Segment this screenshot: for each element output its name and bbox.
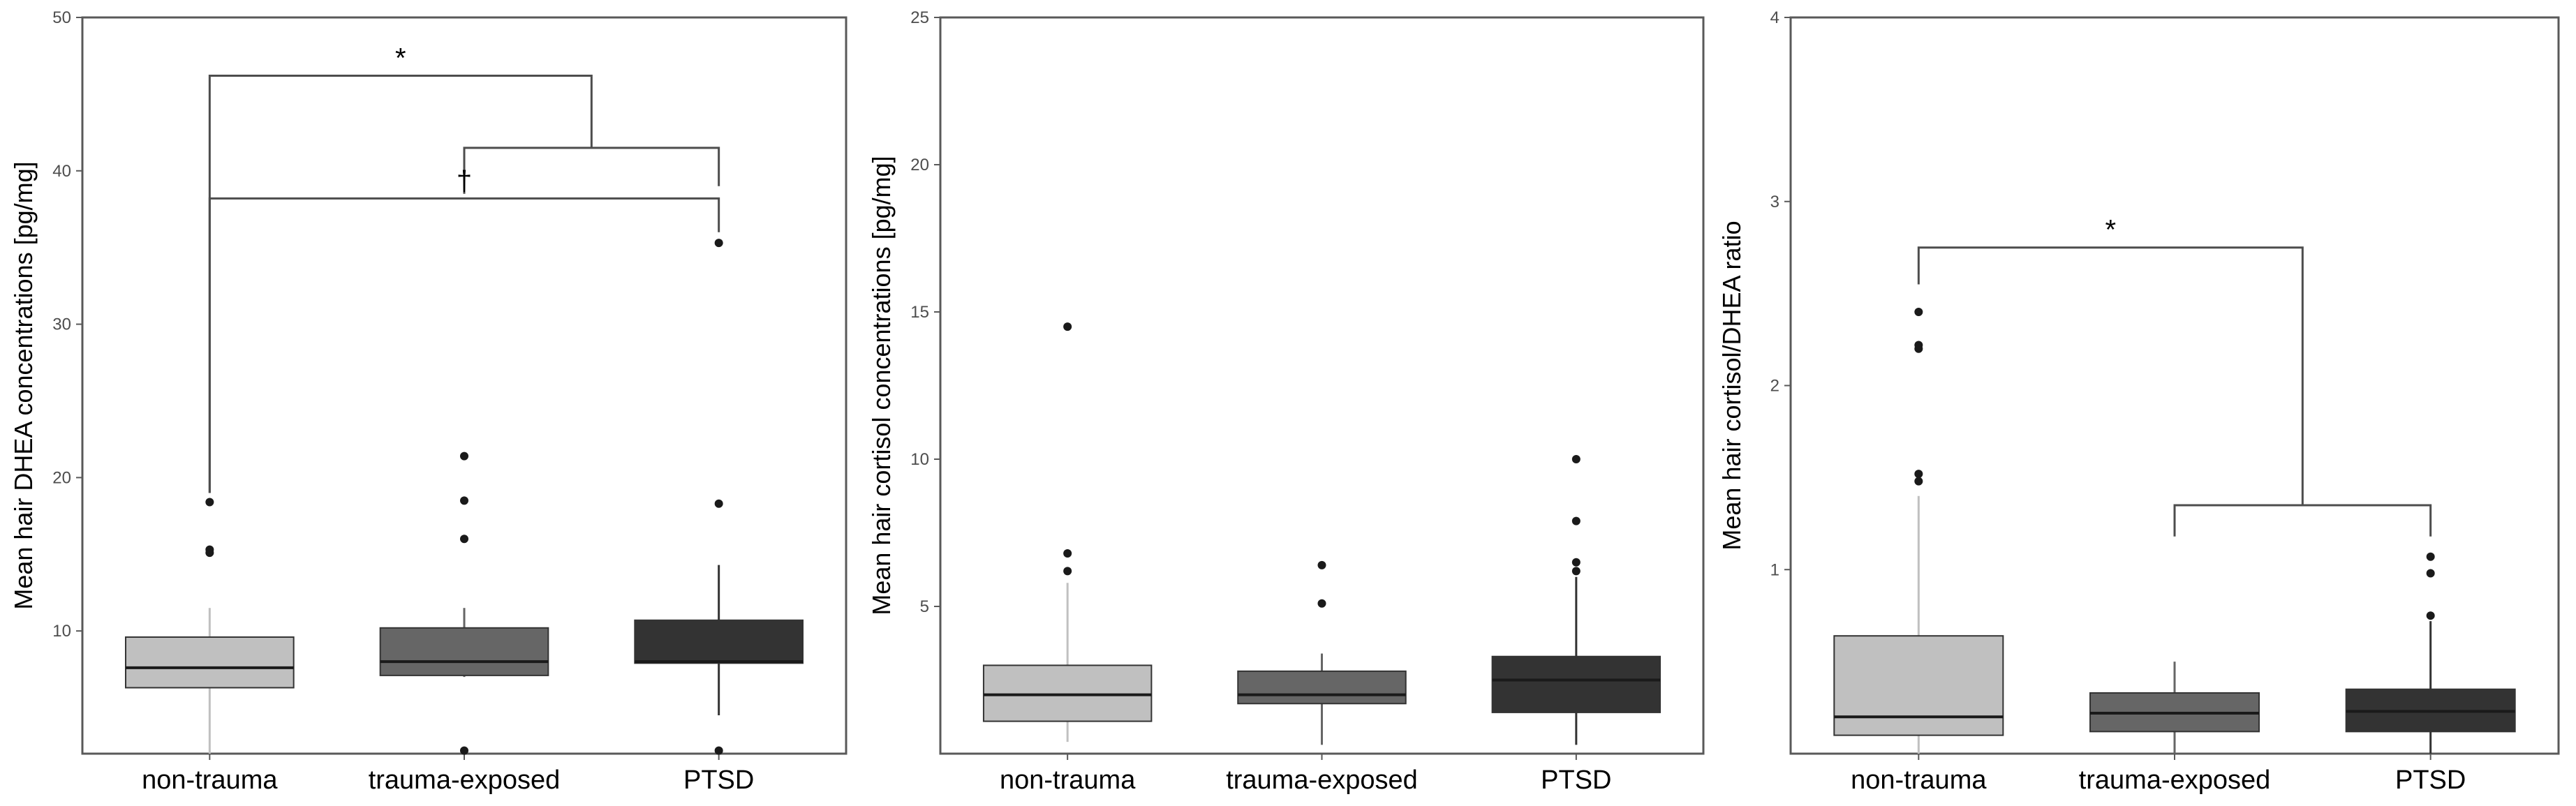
box-non-trauma [982, 322, 1153, 742]
outlier-point [1063, 322, 1072, 331]
significance-label: * [395, 43, 406, 74]
y-axis-label: Mean hair cortisol concentrations [pg/mg… [867, 156, 896, 615]
outlier-point [1571, 558, 1581, 567]
y-tick-label: 25 [910, 8, 929, 27]
x-tick-label: trauma-exposed [369, 766, 561, 795]
significance-label: * [2105, 215, 2117, 246]
box-ptsd [2345, 552, 2516, 754]
outlier-point [2426, 552, 2435, 561]
box-trauma-exposed [2089, 662, 2260, 754]
outlier-point [714, 239, 723, 248]
outlier-point [714, 499, 723, 508]
panels-group: 10 20 30 40 50 Mean hair DHEA concentrations … [9, 8, 2560, 795]
x-tick-label: non-trauma [142, 766, 278, 795]
box-non-trauma [1833, 308, 2004, 754]
iqr-box [1491, 655, 1661, 713]
outlier-point [1317, 560, 1326, 569]
outlier-point [1914, 470, 1923, 479]
iqr-box [1833, 635, 2004, 736]
x-tick-label: PTSD [1541, 766, 1611, 795]
y-axis-label: Mean hair DHEA concentrations [pg/mg] [9, 161, 38, 609]
iqr-box [1237, 670, 1407, 705]
box-non-trauma [124, 498, 295, 754]
outlier-point [714, 746, 723, 755]
y-tick-label: 1 [1770, 560, 1779, 579]
y-tick-label: 5 [920, 597, 929, 616]
significance-bracket: * [1917, 215, 2304, 505]
chart-panel-3: 1 2 3 4 Mean hair cortisol/DHEA ratio non-tra… [1717, 8, 2560, 795]
y-tick-label: 20 [910, 156, 929, 174]
y-tick-label: 10 [52, 622, 71, 641]
y-tick-label: 30 [52, 315, 71, 334]
outlier-point [1571, 567, 1581, 576]
outlier-point [1571, 516, 1581, 525]
bracket-line [1917, 246, 2304, 505]
outlier-point [1914, 477, 1923, 486]
outlier-point [2426, 569, 2435, 578]
x-tick-label: trauma-exposed [1226, 766, 1418, 795]
y-axis-label: Mean hair cortisol/DHEA ratio [1717, 221, 1746, 550]
outlier-point [205, 545, 214, 554]
outlier-point [1914, 341, 1923, 350]
y-tick-label: 50 [52, 8, 71, 27]
outlier-point [1063, 549, 1072, 558]
box-ptsd [1491, 455, 1661, 745]
outlier-point [460, 746, 468, 755]
chart-panel-2: 5 10 15 20 25 Mean hair cortisol concentratio… [867, 8, 1705, 795]
outlier-point [460, 496, 468, 505]
outlier-point [1317, 599, 1326, 608]
y-tick-label: 20 [52, 468, 71, 487]
significance-bracket: † [208, 165, 720, 493]
x-tick-label: non-trauma [1851, 766, 1987, 795]
box-trauma-exposed [379, 451, 549, 755]
x-tick-label: PTSD [2395, 766, 2466, 795]
y-tick-label: 10 [910, 450, 929, 469]
outlier-point [460, 451, 468, 461]
bracket-line [208, 197, 720, 493]
y-tick-label: 4 [1770, 8, 1779, 27]
outlier-point [1063, 567, 1072, 576]
y-tick-label: 40 [52, 162, 71, 181]
y-tick-label: 15 [910, 303, 929, 322]
outlier-point [1914, 308, 1923, 316]
y-tick-label: 2 [1770, 377, 1779, 396]
box-ptsd [634, 239, 804, 755]
x-tick-label: non-trauma [1000, 766, 1136, 795]
x-tick-label: trauma-exposed [2079, 766, 2271, 795]
box-trauma-exposed [1237, 560, 1407, 745]
y-tick-label: 3 [1770, 193, 1779, 211]
iqr-box [634, 619, 804, 664]
outlier-point [2426, 611, 2435, 620]
significance-label: † [457, 165, 472, 196]
iqr-box [379, 627, 549, 676]
iqr-box [982, 664, 1153, 722]
chart-panel-1: 10 20 30 40 50 Mean hair DHEA concentrations … [9, 8, 847, 795]
outlier-point [1571, 455, 1581, 463]
outlier-point [205, 498, 214, 507]
outlier-point [460, 535, 468, 544]
iqr-box [124, 636, 295, 689]
x-tick-label: PTSD [683, 766, 754, 795]
